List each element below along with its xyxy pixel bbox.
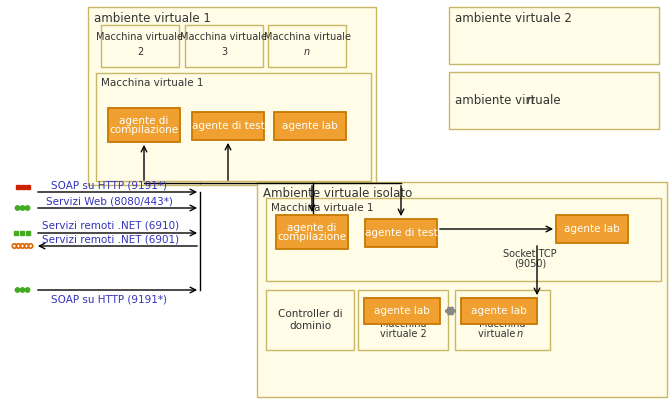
Bar <box>556 215 628 243</box>
Text: SOAP su HTTP (9191*): SOAP su HTTP (9191*) <box>51 295 167 305</box>
Bar <box>461 298 537 324</box>
Text: ambiente virtuale 1: ambiente virtuale 1 <box>94 12 211 25</box>
Text: Macchina virtuale 1: Macchina virtuale 1 <box>271 203 374 213</box>
Circle shape <box>26 206 30 210</box>
Circle shape <box>15 288 19 292</box>
Text: virtuale 2: virtuale 2 <box>380 329 426 339</box>
Text: Servizi remoti .NET (6901): Servizi remoti .NET (6901) <box>42 234 179 244</box>
Text: 2: 2 <box>137 47 143 57</box>
Bar <box>185 25 263 67</box>
Bar <box>266 290 354 350</box>
Text: Macchina: Macchina <box>380 319 426 329</box>
Text: Controller di: Controller di <box>278 309 342 319</box>
Text: 3: 3 <box>221 47 227 57</box>
Bar <box>364 298 440 324</box>
Bar <box>365 219 437 247</box>
Text: agente lab: agente lab <box>282 121 338 131</box>
Text: agente di: agente di <box>288 223 337 233</box>
Text: Macchina virtuale 1: Macchina virtuale 1 <box>101 78 204 88</box>
Bar <box>108 108 180 142</box>
Text: compilazione: compilazione <box>110 125 179 135</box>
Text: SOAP su HTTP (9191*): SOAP su HTTP (9191*) <box>51 180 167 190</box>
Text: Servizi remoti .NET (6910): Servizi remoti .NET (6910) <box>42 221 179 231</box>
Bar <box>455 290 550 350</box>
Text: Macchina: Macchina <box>479 319 526 329</box>
Bar <box>26 185 30 189</box>
Text: Macchina virtuale: Macchina virtuale <box>97 32 183 42</box>
Bar <box>192 112 264 140</box>
Text: agente lab: agente lab <box>564 224 620 234</box>
Bar <box>266 198 661 281</box>
Text: agente di test: agente di test <box>192 121 264 131</box>
Bar <box>358 290 448 350</box>
Text: agente di test: agente di test <box>365 228 437 238</box>
Circle shape <box>20 288 25 292</box>
Bar <box>21 185 24 189</box>
Bar <box>96 73 371 181</box>
Text: Macchina virtuale: Macchina virtuale <box>263 32 351 42</box>
Bar <box>257 182 667 397</box>
Bar <box>88 7 376 185</box>
Bar <box>449 72 659 129</box>
Text: agente lab: agente lab <box>471 306 527 316</box>
Text: compilazione: compilazione <box>278 232 347 242</box>
Text: agente lab: agente lab <box>374 306 430 316</box>
Bar <box>274 112 346 140</box>
Text: (9050): (9050) <box>514 259 546 269</box>
Text: virtuale: virtuale <box>478 329 519 339</box>
Text: Macchina virtuale: Macchina virtuale <box>181 32 267 42</box>
Text: ambiente virtuale: ambiente virtuale <box>455 94 564 107</box>
Text: agente di: agente di <box>120 116 169 126</box>
Circle shape <box>26 288 30 292</box>
Bar <box>268 25 346 67</box>
Text: Socket TCP: Socket TCP <box>503 249 557 259</box>
Text: n: n <box>517 329 523 339</box>
Text: n: n <box>527 94 534 107</box>
Text: dominio: dominio <box>289 321 331 331</box>
Text: Ambiente virtuale isolato: Ambiente virtuale isolato <box>263 187 412 200</box>
Text: ambiente virtuale 2: ambiente virtuale 2 <box>455 12 572 25</box>
Bar <box>101 25 179 67</box>
Bar <box>449 7 659 64</box>
Circle shape <box>15 206 19 210</box>
Bar <box>276 215 348 249</box>
Text: Servizi Web (8080/443*): Servizi Web (8080/443*) <box>46 196 173 206</box>
Text: n: n <box>304 47 310 57</box>
Circle shape <box>20 206 25 210</box>
Bar <box>16 185 19 189</box>
